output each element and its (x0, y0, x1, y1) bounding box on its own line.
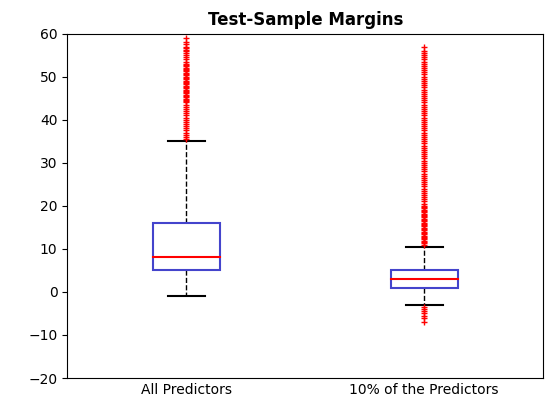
Title: Test-Sample Margins: Test-Sample Margins (208, 11, 403, 29)
Bar (391, 270, 458, 288)
Bar (153, 223, 220, 270)
